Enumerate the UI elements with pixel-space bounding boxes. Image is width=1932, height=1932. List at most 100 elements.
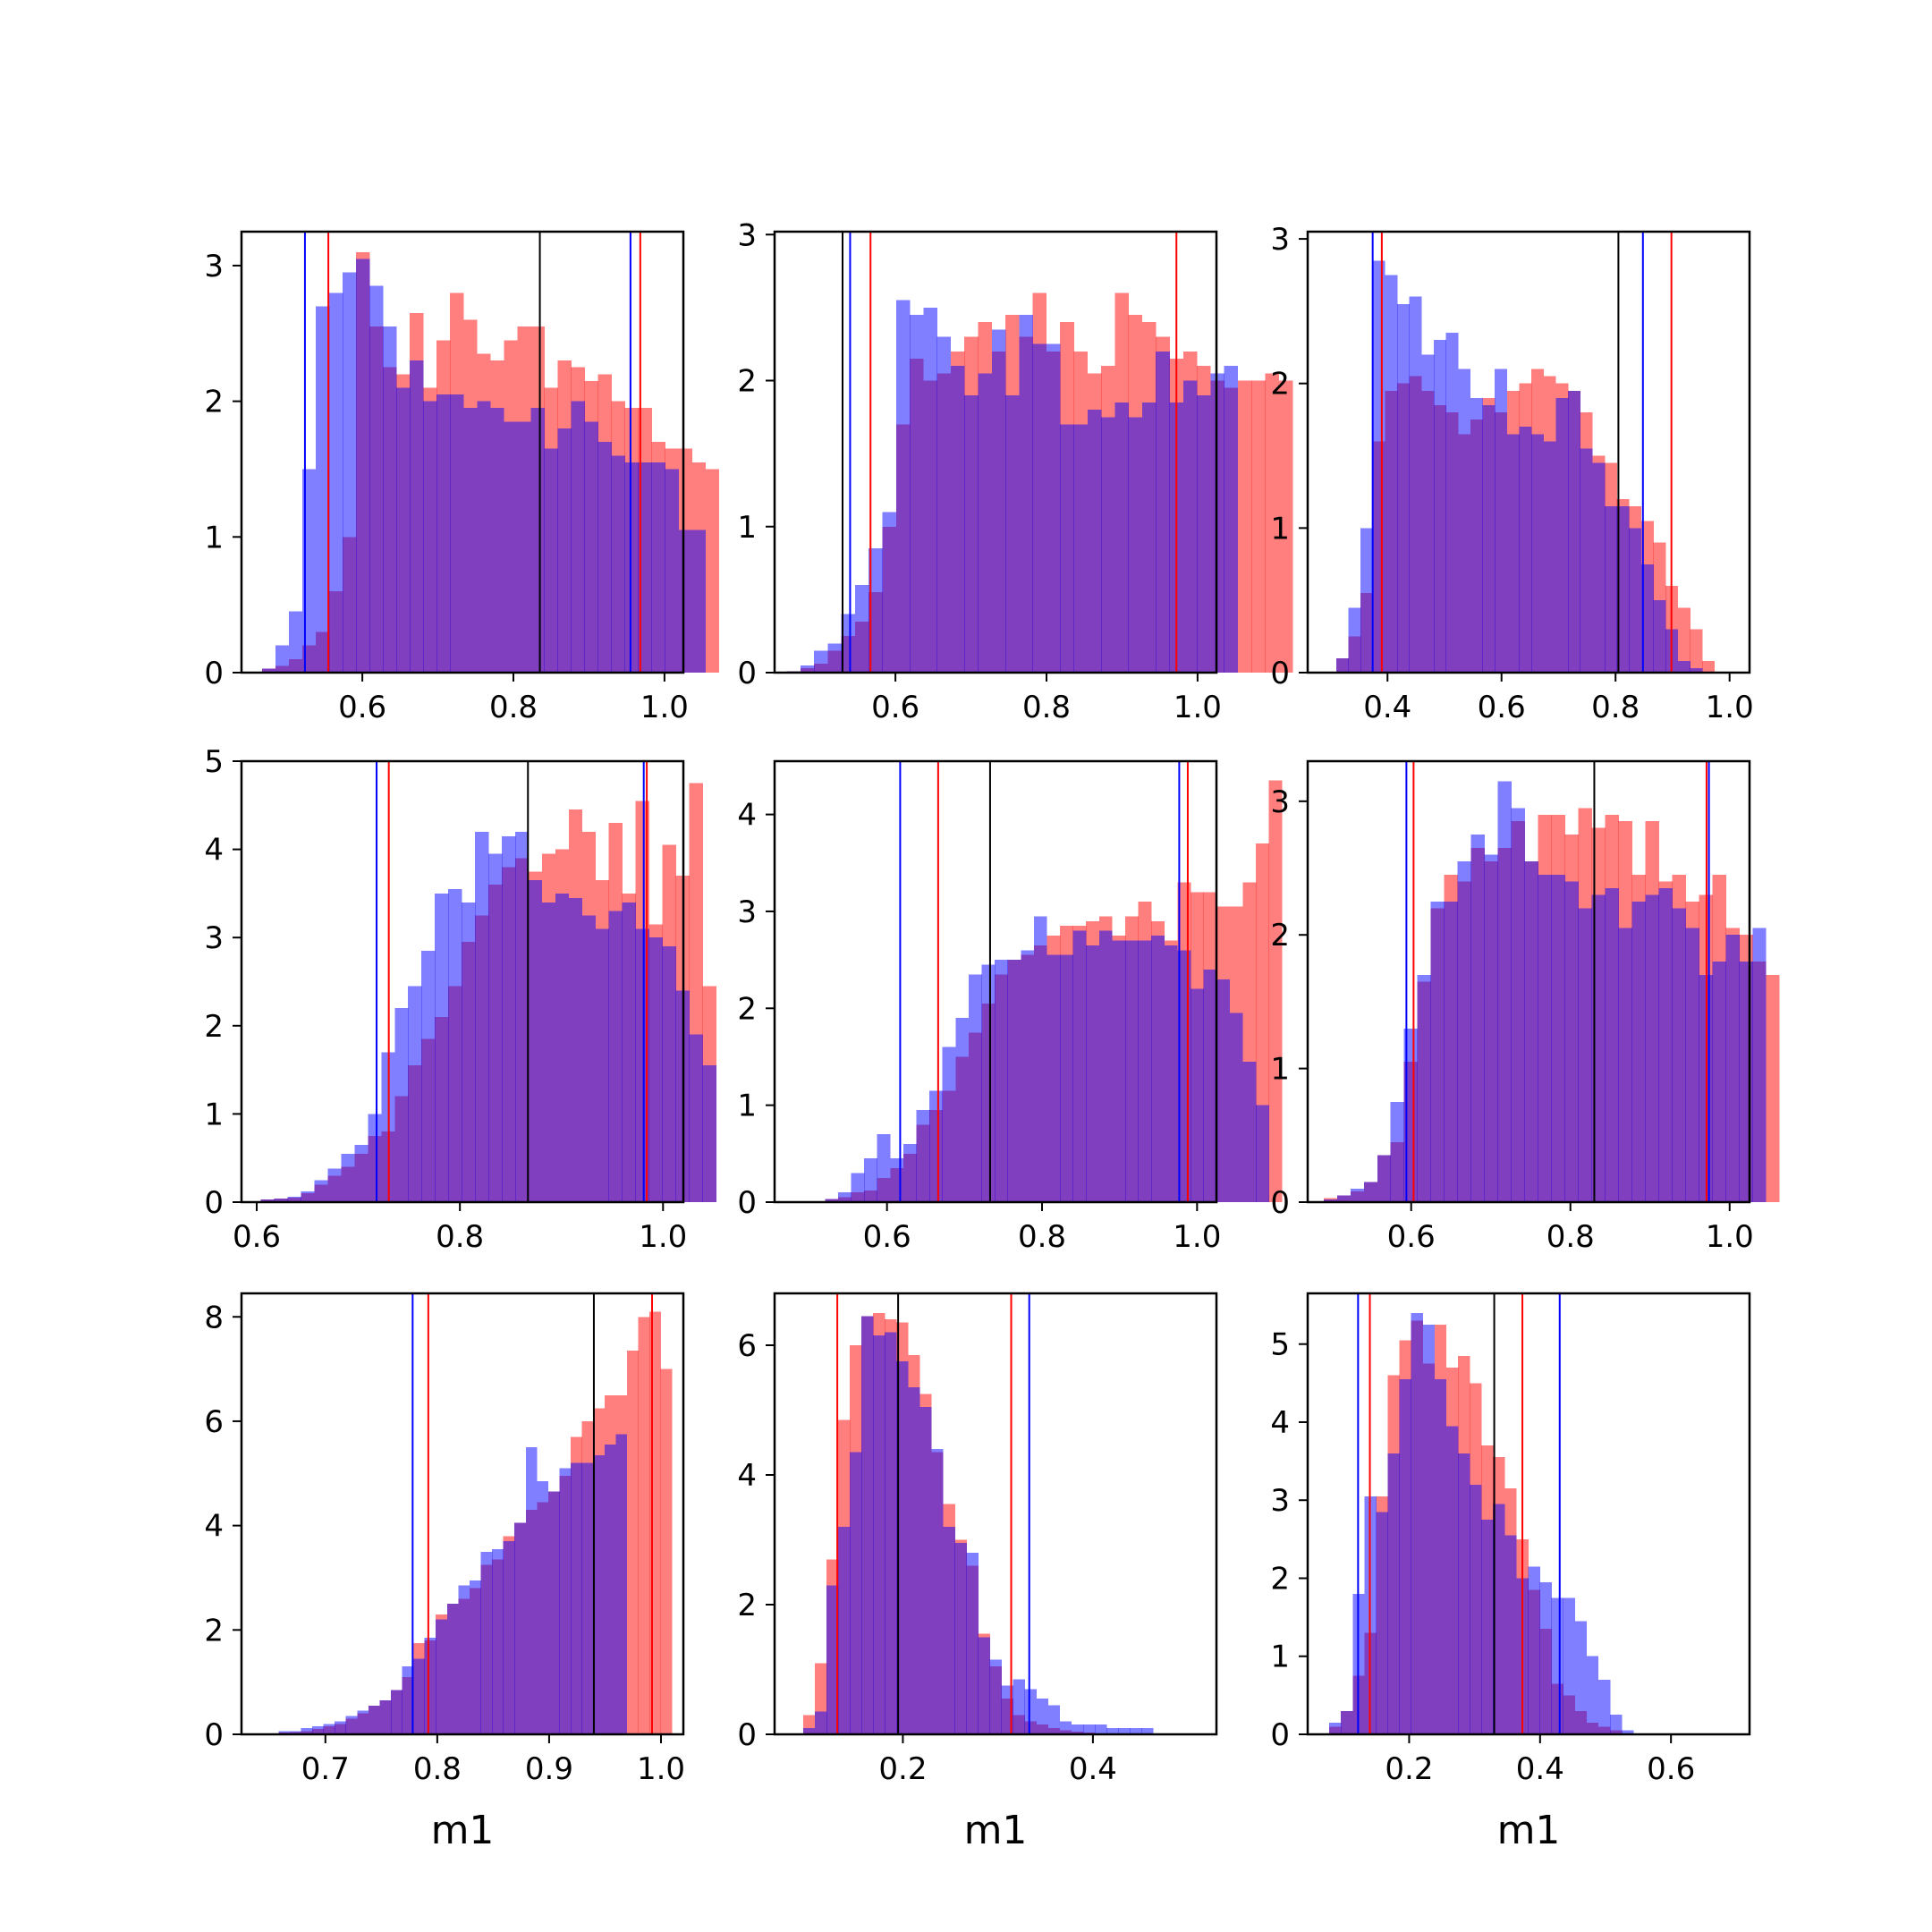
histogram-bar [475,831,489,1202]
x-tick-label: 0.8 [436,1219,484,1255]
histogram-bar [1216,979,1231,1202]
x-tick-label: 1.0 [640,690,689,725]
histogram-bar [611,455,625,673]
y-tick-label: 0 [1270,656,1290,691]
histogram-bar [1060,424,1074,673]
histogram-bar [622,902,636,1202]
histogram-bar [626,1351,639,1734]
histogram-bar [1390,1101,1405,1202]
x-tick-label: 1.0 [1174,690,1222,725]
y-tick-label: 4 [204,1509,224,1545]
y-tick-label: 2 [737,1588,757,1623]
histogram-bar [315,306,330,673]
histogram-bar [436,394,451,673]
histogram-bar [1605,887,1619,1202]
y-tick-label: 3 [1270,222,1290,258]
y-tick-label: 8 [204,1300,224,1335]
x-tick-label: 0.9 [525,1751,573,1787]
histogram-bar [1417,975,1432,1202]
histogram-bar [1672,908,1686,1202]
histogram-bar [1433,340,1446,673]
histogram-bar [966,1553,979,1734]
histogram-bar [929,1090,943,1202]
histogram-bar [517,421,531,673]
histogram-bar [1007,960,1021,1202]
histogram-bar [705,469,720,673]
histogram-bar [1457,861,1471,1202]
histogram-bar [368,1114,382,1202]
histogram-bar [469,1580,481,1734]
histogram-bar [850,1452,862,1734]
histogram-bar [446,1604,459,1734]
histogram-panel: 0.4 0.6 0.8 1.0 0 1 2 3 [1270,222,1753,725]
histogram-bar [1335,657,1349,673]
histogram-bar [1685,928,1699,1202]
histogram-bar [301,1191,315,1202]
histogram-bar [568,897,583,1202]
histogram-bar [1631,901,1646,1202]
histogram-bar [814,1711,827,1734]
histogram-bar [1013,1679,1026,1734]
axes-frame [240,1292,685,1736]
histogram-panel: 0.6 0.8 1.0 0 1 2 3 [204,230,720,725]
histogram-bar [995,960,1008,1202]
histogram-bar [1690,629,1703,673]
x-tick-label: 0.6 [1647,1751,1695,1787]
histogram-bar [1766,975,1780,1202]
histogram-bar [1190,988,1204,1202]
histogram-bar [1047,1705,1061,1734]
histogram-bar [547,1491,560,1734]
axes-frame [1306,1292,1751,1736]
histogram-bar [923,307,937,673]
histogram-bar [1385,275,1398,673]
histogram-bar [1376,1512,1388,1734]
histogram-bar [1350,1189,1365,1202]
histogram-bar [1341,1710,1353,1734]
histogram-bar [955,1018,970,1202]
histogram-bar [800,665,815,673]
histogram-bar [1712,962,1726,1202]
histogram-bar [477,401,491,673]
histogram-bar [595,928,610,1202]
axes-frame [1306,230,1751,674]
histogram-bar [1658,887,1673,1202]
histogram-bar [665,469,680,673]
histogram-bar [1470,835,1485,1202]
histogram-bar [691,530,707,673]
histogram-bar [851,1173,865,1202]
histogram-bar [895,300,911,673]
histogram-bar [877,1134,891,1202]
blue-series [825,916,1269,1202]
histogram-bar [1251,380,1266,673]
histogram-bar [1397,303,1411,673]
axes-frame [773,1292,1218,1736]
histogram-bar [1336,1195,1352,1202]
histogram-bar [463,408,478,673]
histogram-bar [1622,1730,1634,1734]
histogram-bar [541,902,556,1202]
histogram-bar [345,1716,358,1734]
histogram-bar [1409,296,1422,673]
histogram-bar [261,668,276,673]
histogram-bar [1434,1378,1447,1734]
y-tick-label: 1 [737,1089,757,1124]
histogram-bar [702,1065,716,1202]
x-tick-label: 0.2 [878,1751,927,1787]
histogram-bar [335,1721,346,1734]
y-tick-label: 2 [1270,1561,1290,1597]
histogram-bar [1506,434,1520,673]
y-tick-label: 2 [737,991,757,1027]
histogram-panel: 0.2 0.4 0 2 4 6 m1 [737,1292,1218,1853]
histogram-bar [328,292,343,673]
histogram-bar [537,1481,549,1734]
histogram-bar [544,448,558,673]
histogram-bar [1059,1721,1072,1734]
histogram-bar [413,1658,425,1734]
histogram-bar [369,285,384,673]
histogram-bar [423,401,437,673]
histogram-bar [435,893,449,1202]
histogram-bar [1640,564,1654,673]
y-tick-label: 3 [204,249,224,284]
histogram-bar [1739,962,1753,1202]
histogram-bar [1524,861,1538,1202]
